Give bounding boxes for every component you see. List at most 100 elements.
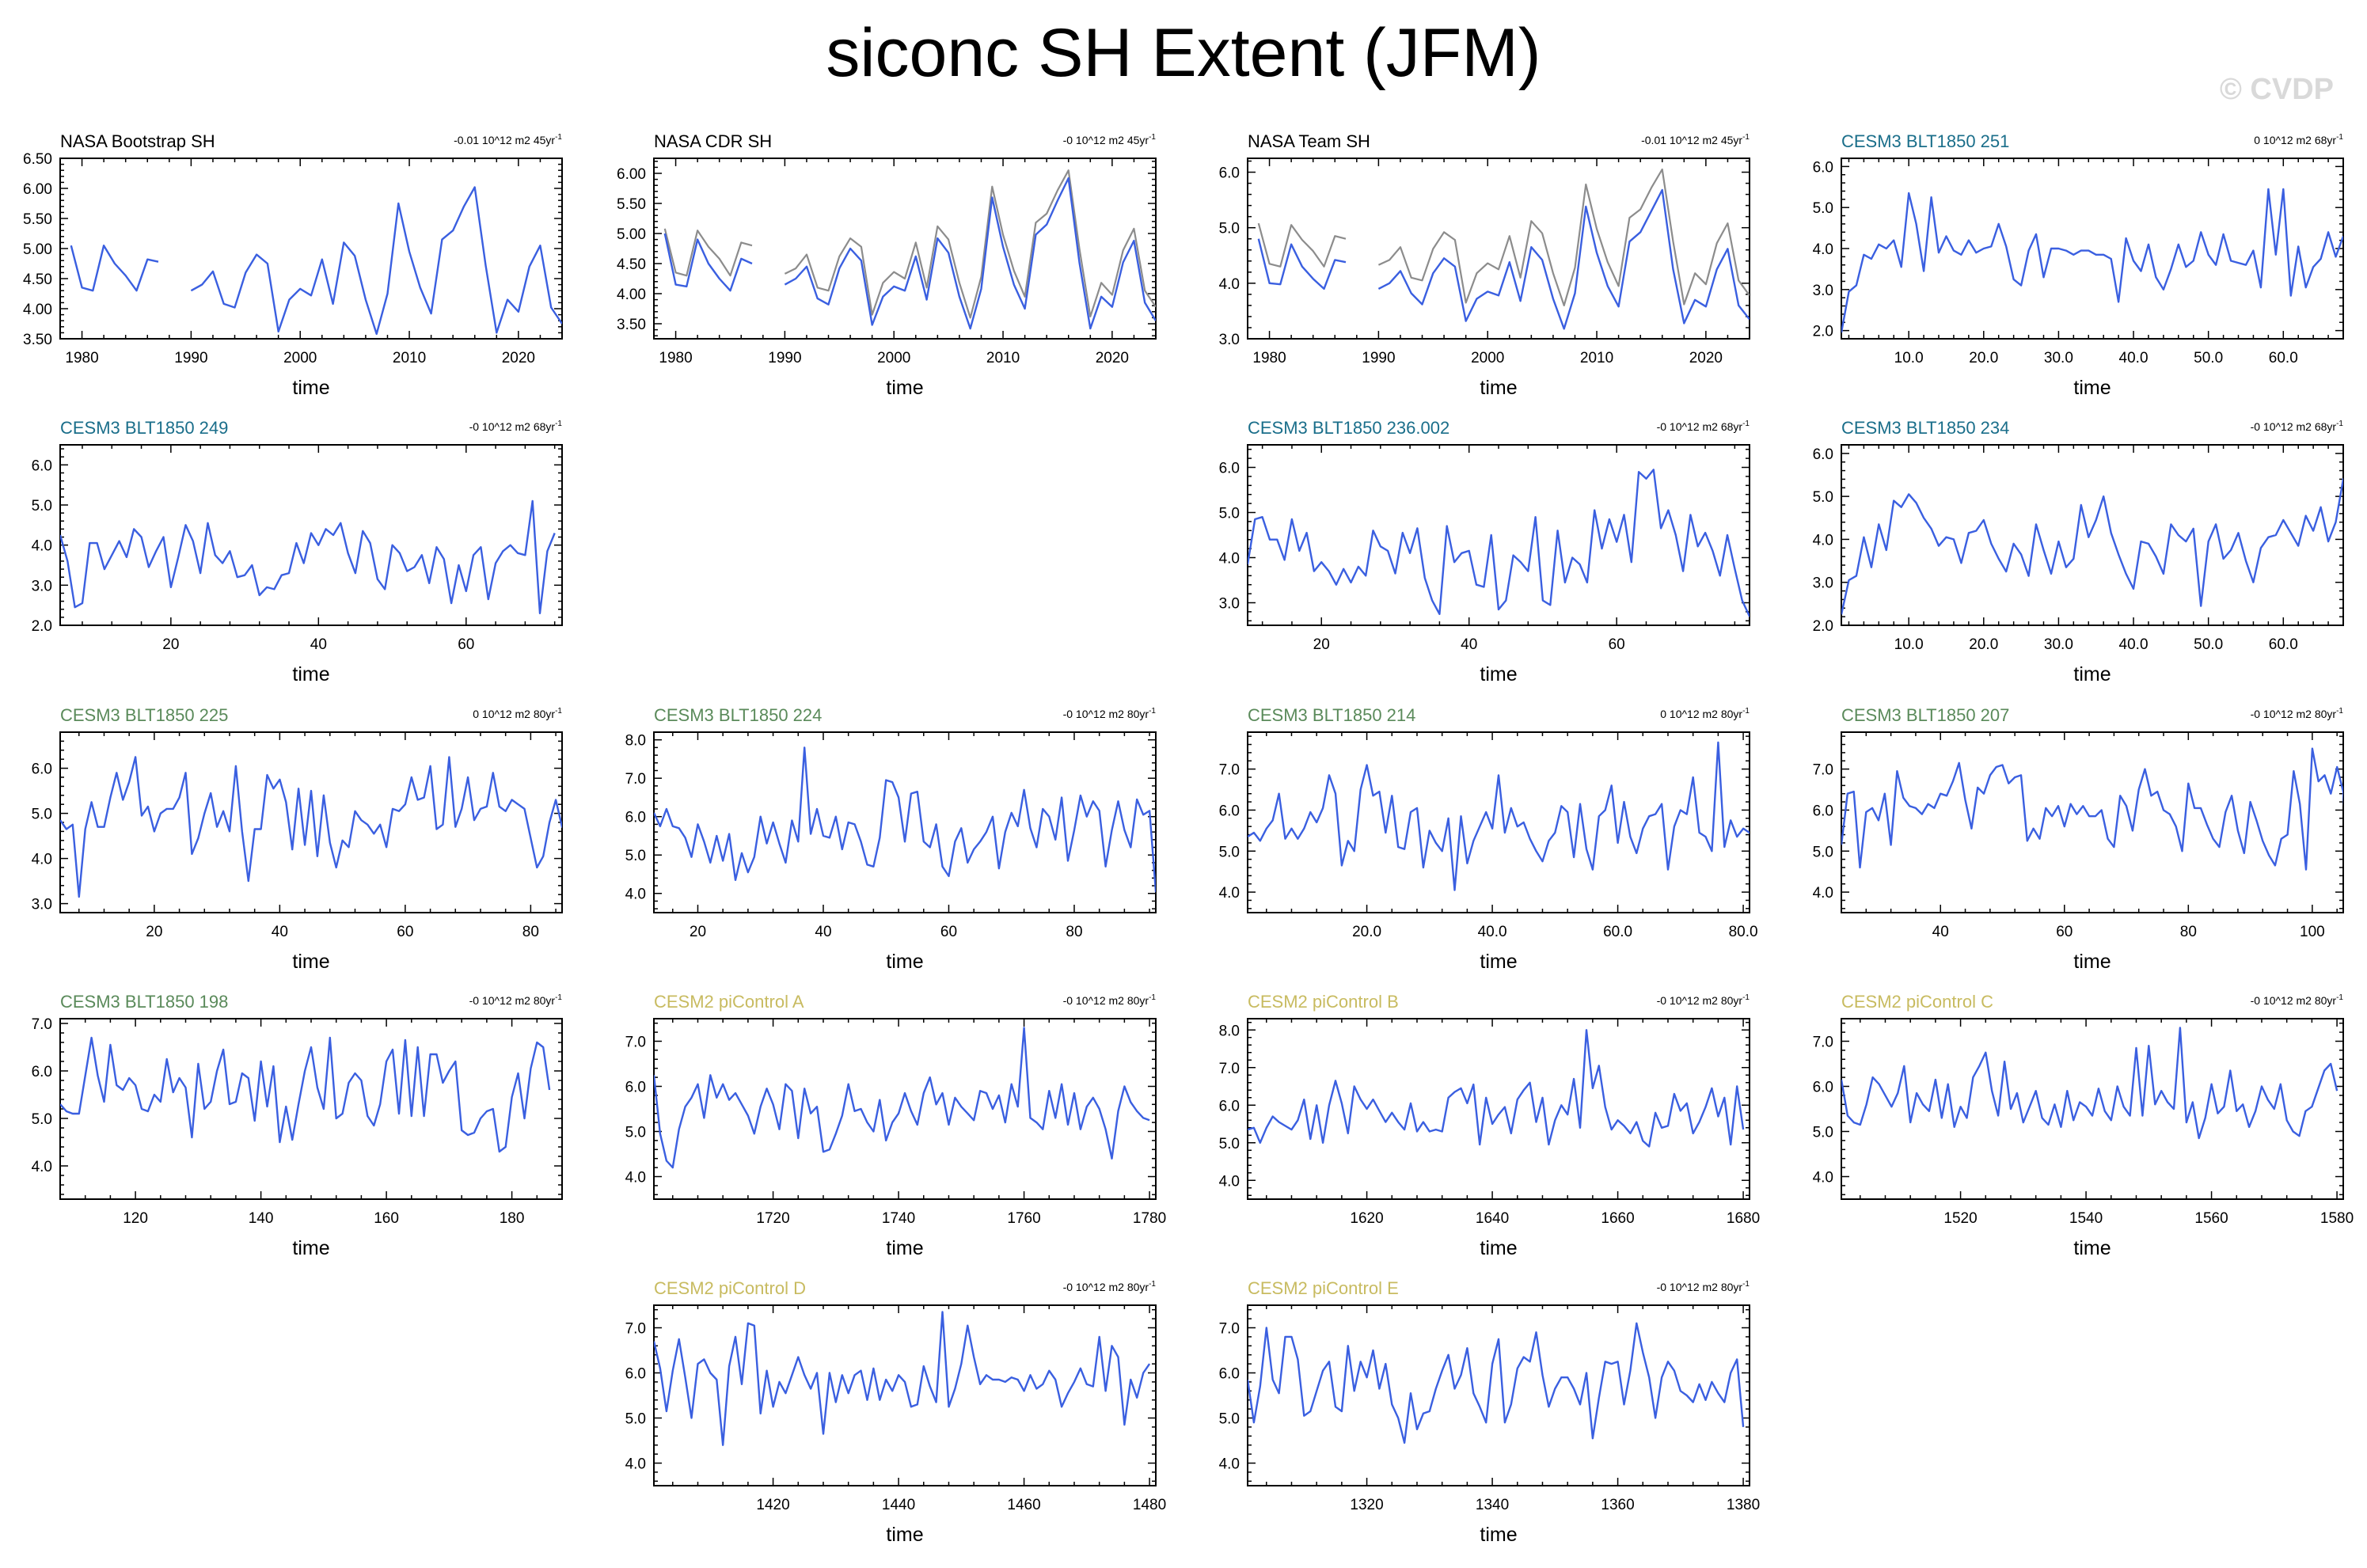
panel-title: NASA CDR SH xyxy=(654,131,772,151)
series-line xyxy=(1248,1322,1745,1444)
panel-title: CESM2 piControl D xyxy=(654,1278,806,1298)
x-tick-label: 2010 xyxy=(393,350,426,366)
y-tick-label: 5.0 xyxy=(32,807,52,823)
plot-frame xyxy=(1841,731,2344,913)
panel-trend: -0 10^12 m2 80yr-1 xyxy=(1063,993,1157,1007)
x-axis-label: time xyxy=(1480,377,1517,399)
series-line xyxy=(663,177,1156,330)
panel-title: CESM3 BLT1850 251 xyxy=(1841,131,2009,151)
x-tick-label: 40 xyxy=(310,636,327,653)
x-tick-label: 60.0 xyxy=(2269,350,2298,366)
x-tick-label: 40.0 xyxy=(1478,924,1507,940)
y-tick-label: 4.00 xyxy=(617,287,646,303)
x-tick-label: 1580 xyxy=(2320,1210,2354,1227)
plot-frame xyxy=(1247,731,1750,913)
chart-panel: CESM3 BLT1850 236.002 -0 10^12 m2 68yr-1 2… xyxy=(1219,418,1750,685)
y-tick-label: 6.0 xyxy=(625,1366,646,1383)
x-tick-label: 1990 xyxy=(174,350,207,366)
trend-text: -0.01 10^12 m2 45yr xyxy=(1641,134,1742,146)
y-tick-label: 4.0 xyxy=(1813,885,1833,902)
y-tick-label: 5.0 xyxy=(32,1111,52,1128)
series-line xyxy=(1841,478,2343,615)
x-tick-label: 80 xyxy=(522,924,539,940)
y-tick-label: 4.50 xyxy=(617,256,646,273)
series-line xyxy=(1841,188,2343,333)
x-tick-label: 1420 xyxy=(756,1497,789,1513)
series-line xyxy=(1248,1029,1745,1148)
y-tick-label: 3.0 xyxy=(1219,596,1240,613)
x-tick-label: 20 xyxy=(146,924,162,940)
x-tick-label: 80.0 xyxy=(1729,924,1758,940)
y-tick-label: 4.0 xyxy=(1219,1173,1240,1190)
y-tick-label: 7.0 xyxy=(1813,1035,1833,1051)
y-tick-label: 5.50 xyxy=(617,196,646,213)
y-tick-label: 7.0 xyxy=(625,771,646,788)
trend-text: 0 10^12 m2 80yr xyxy=(1660,708,1742,720)
panel-trend: -0 10^12 m2 68yr-1 xyxy=(1657,420,1750,433)
y-tick-label: 6.0 xyxy=(32,457,52,474)
reference-series-line xyxy=(663,169,1156,319)
x-tick-label: 1480 xyxy=(1133,1497,1166,1513)
series-line xyxy=(1257,188,1750,330)
y-tick-label: 4.00 xyxy=(23,302,52,318)
x-tick-label: 120 xyxy=(123,1210,148,1227)
trend-text: -0 10^12 m2 80yr xyxy=(1063,1281,1149,1293)
chart-panel: NASA CDR SH -0 10^12 m2 45yr-1 1980 1990 200… xyxy=(617,131,1157,399)
x-axis-label: time xyxy=(886,951,923,973)
panel-trend: 0 10^12 m2 68yr-1 xyxy=(2254,133,2343,146)
trend-superscript: -1 xyxy=(1742,993,1750,1002)
panel-trend: -0 10^12 m2 80yr-1 xyxy=(469,993,563,1007)
trend-text: -0 10^12 m2 45yr xyxy=(1063,134,1149,146)
y-tick-label: 4.0 xyxy=(1813,241,1833,258)
x-axis-label: time xyxy=(292,377,329,399)
y-tick-label: 4.0 xyxy=(625,1456,646,1473)
x-tick-label: 80 xyxy=(1066,924,1082,940)
reference-series-line xyxy=(1257,168,1750,306)
y-tick-label: 7.0 xyxy=(1219,1321,1240,1338)
panel-title: NASA Bootstrap SH xyxy=(60,131,215,151)
x-tick-label: 1980 xyxy=(65,350,98,366)
trend-text: -0 10^12 m2 80yr xyxy=(2251,994,2337,1007)
x-tick-label: 1440 xyxy=(882,1497,915,1513)
trend-text: -0 10^12 m2 80yr xyxy=(1657,994,1743,1007)
panel-title: CESM3 BLT1850 214 xyxy=(1248,705,1415,725)
trend-superscript: -1 xyxy=(1149,133,1156,142)
x-tick-label: 1560 xyxy=(2194,1210,2228,1227)
trend-superscript: -1 xyxy=(1742,133,1750,142)
plot-frame xyxy=(1841,1018,2344,1200)
x-tick-label: 2020 xyxy=(502,350,535,366)
y-tick-label: 4.0 xyxy=(32,1159,52,1175)
x-axis-label: time xyxy=(2073,663,2111,685)
x-axis-label: time xyxy=(886,1524,923,1546)
panel-trend: -0 10^12 m2 80yr-1 xyxy=(2251,707,2344,720)
x-tick-label: 100 xyxy=(2300,924,2325,940)
panel-title: CESM3 BLT1850 224 xyxy=(654,705,822,725)
y-tick-label: 4.50 xyxy=(23,271,52,288)
x-tick-label: 40.0 xyxy=(2119,350,2149,366)
chart-panel: CESM3 BLT1850 249 -0 10^12 m2 68yr-1 20 40 6… xyxy=(32,418,563,685)
plot-frame xyxy=(1247,444,1750,626)
panel-trend: -0.01 10^12 m2 45yr-1 xyxy=(1641,133,1750,146)
x-tick-label: 2020 xyxy=(1689,350,1723,366)
x-tick-label: 60 xyxy=(458,636,474,653)
x-axis-label: time xyxy=(1480,663,1517,685)
trend-text: -0 10^12 m2 68yr xyxy=(469,420,556,433)
trend-text: 0 10^12 m2 68yr xyxy=(2254,134,2336,146)
trend-text: -0 10^12 m2 68yr xyxy=(1657,420,1743,433)
y-tick-label: 4.0 xyxy=(32,852,52,868)
panel-title: CESM2 piControl E xyxy=(1248,1278,1399,1298)
y-tick-label: 3.50 xyxy=(617,317,646,333)
panel-title: CESM3 BLT1850 234 xyxy=(1841,418,2009,438)
x-tick-label: 1760 xyxy=(1007,1210,1040,1227)
chart-panel: CESM2 piControl B -0 10^12 m2 80yr-1 1620 1… xyxy=(1219,992,1761,1259)
y-tick-label: 7.0 xyxy=(1813,762,1833,779)
y-tick-label: 6.0 xyxy=(1813,803,1833,819)
panel-title: CESM3 BLT1850 207 xyxy=(1841,705,2009,725)
x-tick-label: 2010 xyxy=(986,350,1020,366)
trend-text: -0 10^12 m2 80yr xyxy=(1063,994,1149,1007)
panel-title: CESM2 piControl B xyxy=(1248,992,1399,1012)
y-tick-label: 5.0 xyxy=(625,848,646,864)
chart-panel: CESM2 piControl C -0 10^12 m2 80yr-1 1520 1… xyxy=(1813,992,2354,1259)
y-tick-label: 5.0 xyxy=(1813,489,1833,506)
